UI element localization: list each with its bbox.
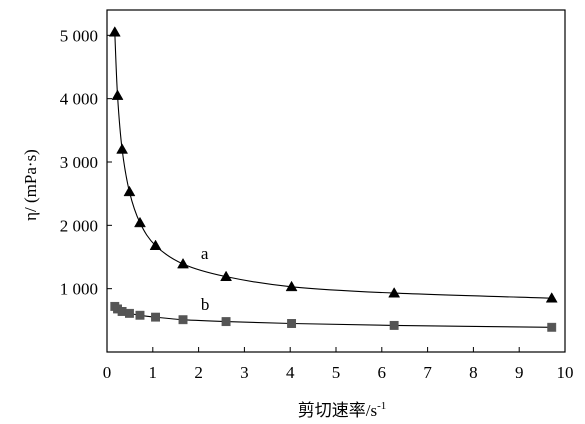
series-a-point-6 xyxy=(177,257,189,269)
y-tick-label-1000: 1 000 xyxy=(60,280,98,299)
series-a-point-8 xyxy=(285,280,298,292)
x-tick-label-3: 3 xyxy=(240,363,249,382)
y-tick-label-2000: 2 000 xyxy=(60,216,98,235)
series-a-point-3 xyxy=(123,185,136,197)
series-a-point-1 xyxy=(111,89,124,100)
x-tick-label-4: 4 xyxy=(286,363,295,382)
series-a-line xyxy=(114,32,552,299)
series-b-point-6 xyxy=(178,315,188,325)
labels: 0 1 2 3 4 5 6 7 8 9 10 1 000 2 000 3 000 4 000 5 000 a b xyxy=(60,26,574,382)
series-b-point-9 xyxy=(389,320,399,330)
series-b-point-4 xyxy=(135,310,145,320)
series-a-point-9 xyxy=(388,287,401,298)
x-axis-title: 剪切速率/s-1 xyxy=(298,400,387,420)
tick-marks xyxy=(106,34,566,352)
x-tick-label-2: 2 xyxy=(194,363,203,382)
series-a-point-0 xyxy=(108,26,121,37)
series-b xyxy=(110,301,557,332)
series-b-point-10 xyxy=(547,322,557,332)
series-a-point-7 xyxy=(220,270,233,282)
y-axis-title: η/ (mPa·s) xyxy=(21,149,40,221)
x-tick-label-9: 9 xyxy=(515,363,524,382)
series-a xyxy=(108,26,558,303)
series-label-a: a xyxy=(201,244,209,263)
series-group xyxy=(108,26,558,332)
series-b-point-8 xyxy=(287,319,297,328)
series-b-point-3 xyxy=(124,308,134,318)
axes xyxy=(106,9,566,353)
plot-frame xyxy=(106,9,566,353)
x-tick-label-8: 8 xyxy=(469,363,478,382)
series-a-point-4 xyxy=(134,216,146,228)
x-tick-label-7: 7 xyxy=(423,363,432,382)
series-b-point-7 xyxy=(221,317,231,327)
y-tick-label-3000: 3 000 xyxy=(60,153,98,172)
y-tick-label-4000: 4 000 xyxy=(60,90,98,109)
series-a-point-10 xyxy=(545,292,558,303)
series-b-point-5 xyxy=(151,312,160,322)
series-a-point-2 xyxy=(116,143,129,154)
x-tick-label-6: 6 xyxy=(378,363,387,382)
y-tick-label-5000: 5 000 xyxy=(60,26,98,45)
series-a-point-5 xyxy=(149,239,162,250)
x-tick-label-10: 10 xyxy=(557,363,574,382)
x-tick-label-0: 0 xyxy=(103,363,112,382)
series-label-b: b xyxy=(201,295,210,314)
x-tick-label-1: 1 xyxy=(149,363,158,382)
x-tick-label-5: 5 xyxy=(332,363,341,382)
